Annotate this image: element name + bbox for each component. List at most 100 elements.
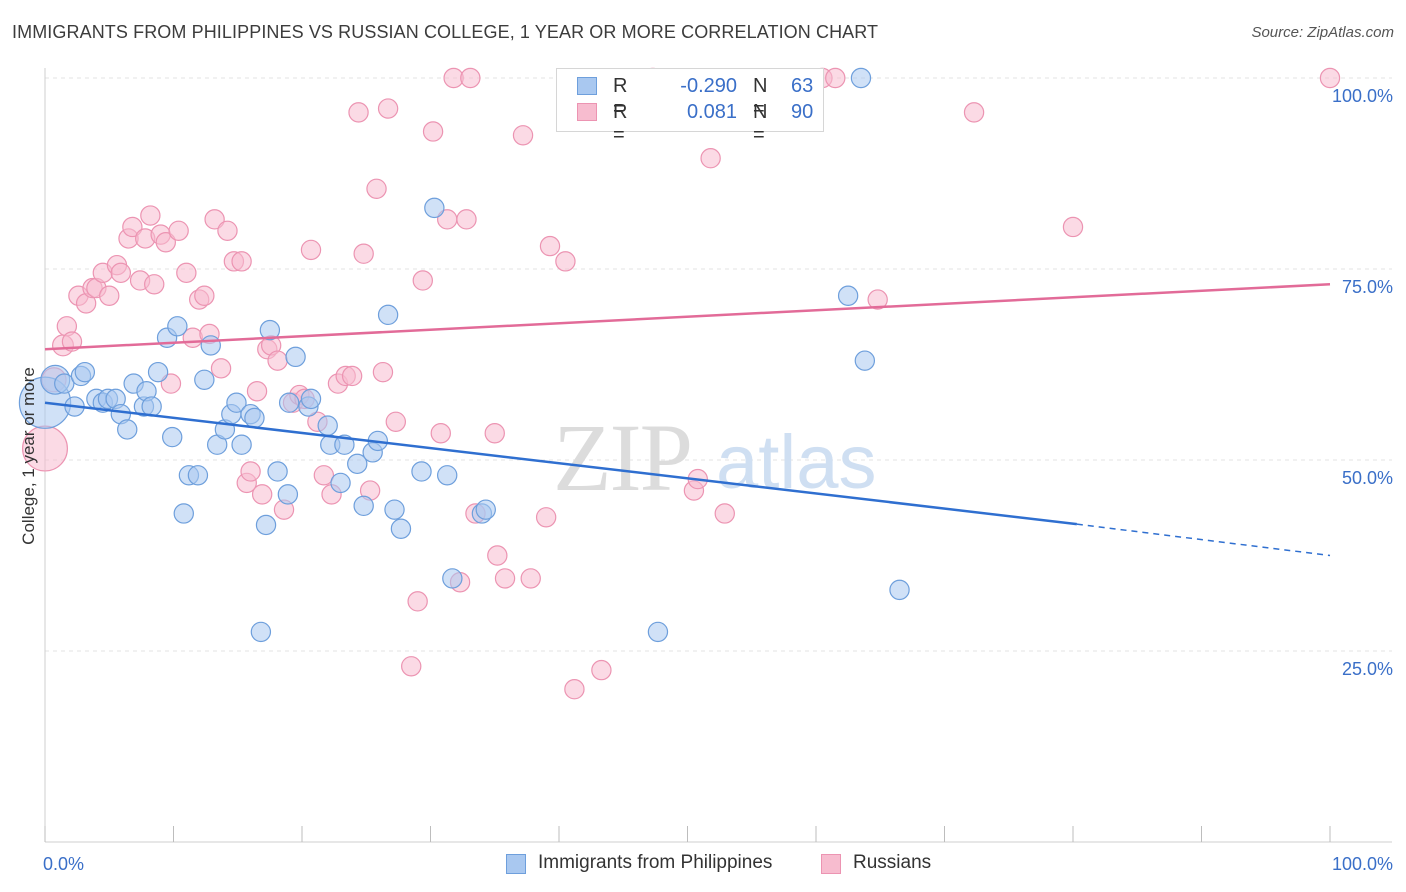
russians-point — [422, 121, 444, 142]
russians-trend-line — [44, 283, 1331, 351]
philippines-points — [18, 67, 910, 643]
legend-swatch-pink — [821, 854, 841, 874]
russians-point — [539, 235, 561, 257]
philippines-point — [147, 361, 169, 383]
russians-point — [1062, 216, 1084, 238]
philippines-point — [277, 484, 299, 505]
legend-r-label: R = — [613, 75, 628, 120]
russians-point — [535, 507, 557, 528]
philippines-point — [475, 499, 496, 520]
russians-point — [520, 568, 541, 589]
russians-point — [168, 220, 189, 241]
legend-swatch-pink — [577, 103, 597, 121]
legend-swatch-blue — [577, 77, 597, 95]
philippines-point — [167, 316, 188, 337]
axes: 25.0% 50.0% 75.0% 100.0% — [44, 68, 1393, 843]
philippines-point — [854, 350, 876, 371]
philippines-point — [334, 434, 355, 455]
russians-point — [366, 178, 387, 199]
russians-point — [377, 98, 399, 119]
legend-r-value: 0.081 — [686, 101, 737, 123]
y-tick-label: 25.0% — [1342, 659, 1393, 679]
series-legend: Immigrants from Philippines Russians — [0, 852, 1406, 878]
legend-item-label: Russians — [853, 852, 932, 873]
y-tick-label: 50.0% — [1342, 468, 1393, 488]
chart-title: IMMIGRANTS FROM PHILIPPINES VS RUSSIAN C… — [12, 22, 879, 42]
philippines-point — [837, 285, 859, 306]
philippines-trend-extension — [1076, 523, 1331, 557]
philippines-point — [259, 319, 281, 341]
russians-points — [22, 67, 1341, 700]
x-tick-label-max: 100.0% — [1332, 854, 1393, 874]
russians-point — [210, 358, 232, 379]
philippines-point — [187, 465, 209, 486]
philippines-point — [200, 335, 221, 356]
legend-r-label: R = — [613, 101, 628, 146]
trend-lines — [44, 283, 1331, 557]
russians-point — [353, 243, 374, 264]
russians-point — [122, 216, 143, 238]
legend-n-label: N = — [753, 101, 768, 146]
philippines-point — [255, 514, 277, 536]
grid-lines — [45, 77, 1392, 652]
russians-point — [194, 285, 215, 306]
russians-point — [385, 411, 407, 432]
russians-point — [494, 568, 516, 589]
russians-point — [341, 365, 363, 387]
y-tick-label: 100.0% — [1332, 86, 1393, 106]
philippines-point — [317, 415, 338, 436]
russians-point — [867, 289, 888, 310]
legend-n-value: 90 — [791, 101, 814, 123]
russians-point — [412, 270, 433, 291]
russians-point — [430, 423, 451, 444]
philippines-point — [74, 361, 96, 383]
y-tick-label: 75.0% — [1342, 277, 1393, 297]
russians-point — [456, 209, 477, 230]
russians-point — [217, 220, 238, 241]
philippines-point — [300, 388, 322, 410]
russians-point — [372, 361, 394, 383]
philippines-point — [194, 369, 215, 390]
philippines-point — [347, 453, 368, 475]
philippines-point — [442, 568, 463, 589]
x-tick-label-min: 0.0% — [43, 854, 84, 874]
russians-point — [110, 262, 132, 284]
russians-point — [204, 209, 225, 230]
russians-point — [714, 503, 735, 524]
philippines-point — [173, 503, 194, 524]
legend-n-label: N = — [753, 75, 768, 120]
watermark-zip: ZIP — [553, 404, 691, 511]
russians-point — [700, 148, 721, 169]
russians-point — [231, 251, 252, 272]
philippines-point — [244, 407, 265, 429]
russians-point — [825, 67, 846, 89]
russians-point — [564, 679, 585, 700]
correlation-legend: R = -0.290 N = 63 R = 0.081 N = 90 — [556, 68, 824, 146]
philippines-point — [647, 621, 669, 643]
philippines-point — [267, 461, 288, 482]
source-label: Source: ZipAtlas.com — [1251, 24, 1394, 41]
russians-point — [99, 285, 120, 306]
russians-point — [140, 205, 161, 226]
legend-swatch-blue — [506, 854, 526, 874]
philippines-point — [889, 579, 910, 601]
russians-point — [591, 659, 612, 681]
russians-point — [512, 125, 534, 146]
philippines-point — [437, 465, 458, 486]
philippines-point — [353, 495, 374, 517]
philippines-trend-line — [44, 401, 1078, 526]
philippines-point — [384, 499, 405, 520]
legend-n-value: 63 — [791, 75, 814, 97]
russians-point — [300, 239, 322, 261]
russians-point — [407, 591, 428, 612]
legend-r-value: -0.290 — [680, 75, 737, 97]
philippines-point — [424, 197, 445, 219]
russians-point — [251, 484, 273, 505]
russians-point — [160, 373, 182, 394]
russians-point — [401, 656, 422, 677]
russians-point — [313, 465, 335, 486]
philippines-point — [285, 346, 306, 368]
russians-point — [963, 102, 985, 123]
russians-point — [348, 102, 369, 123]
russians-point — [176, 262, 197, 284]
